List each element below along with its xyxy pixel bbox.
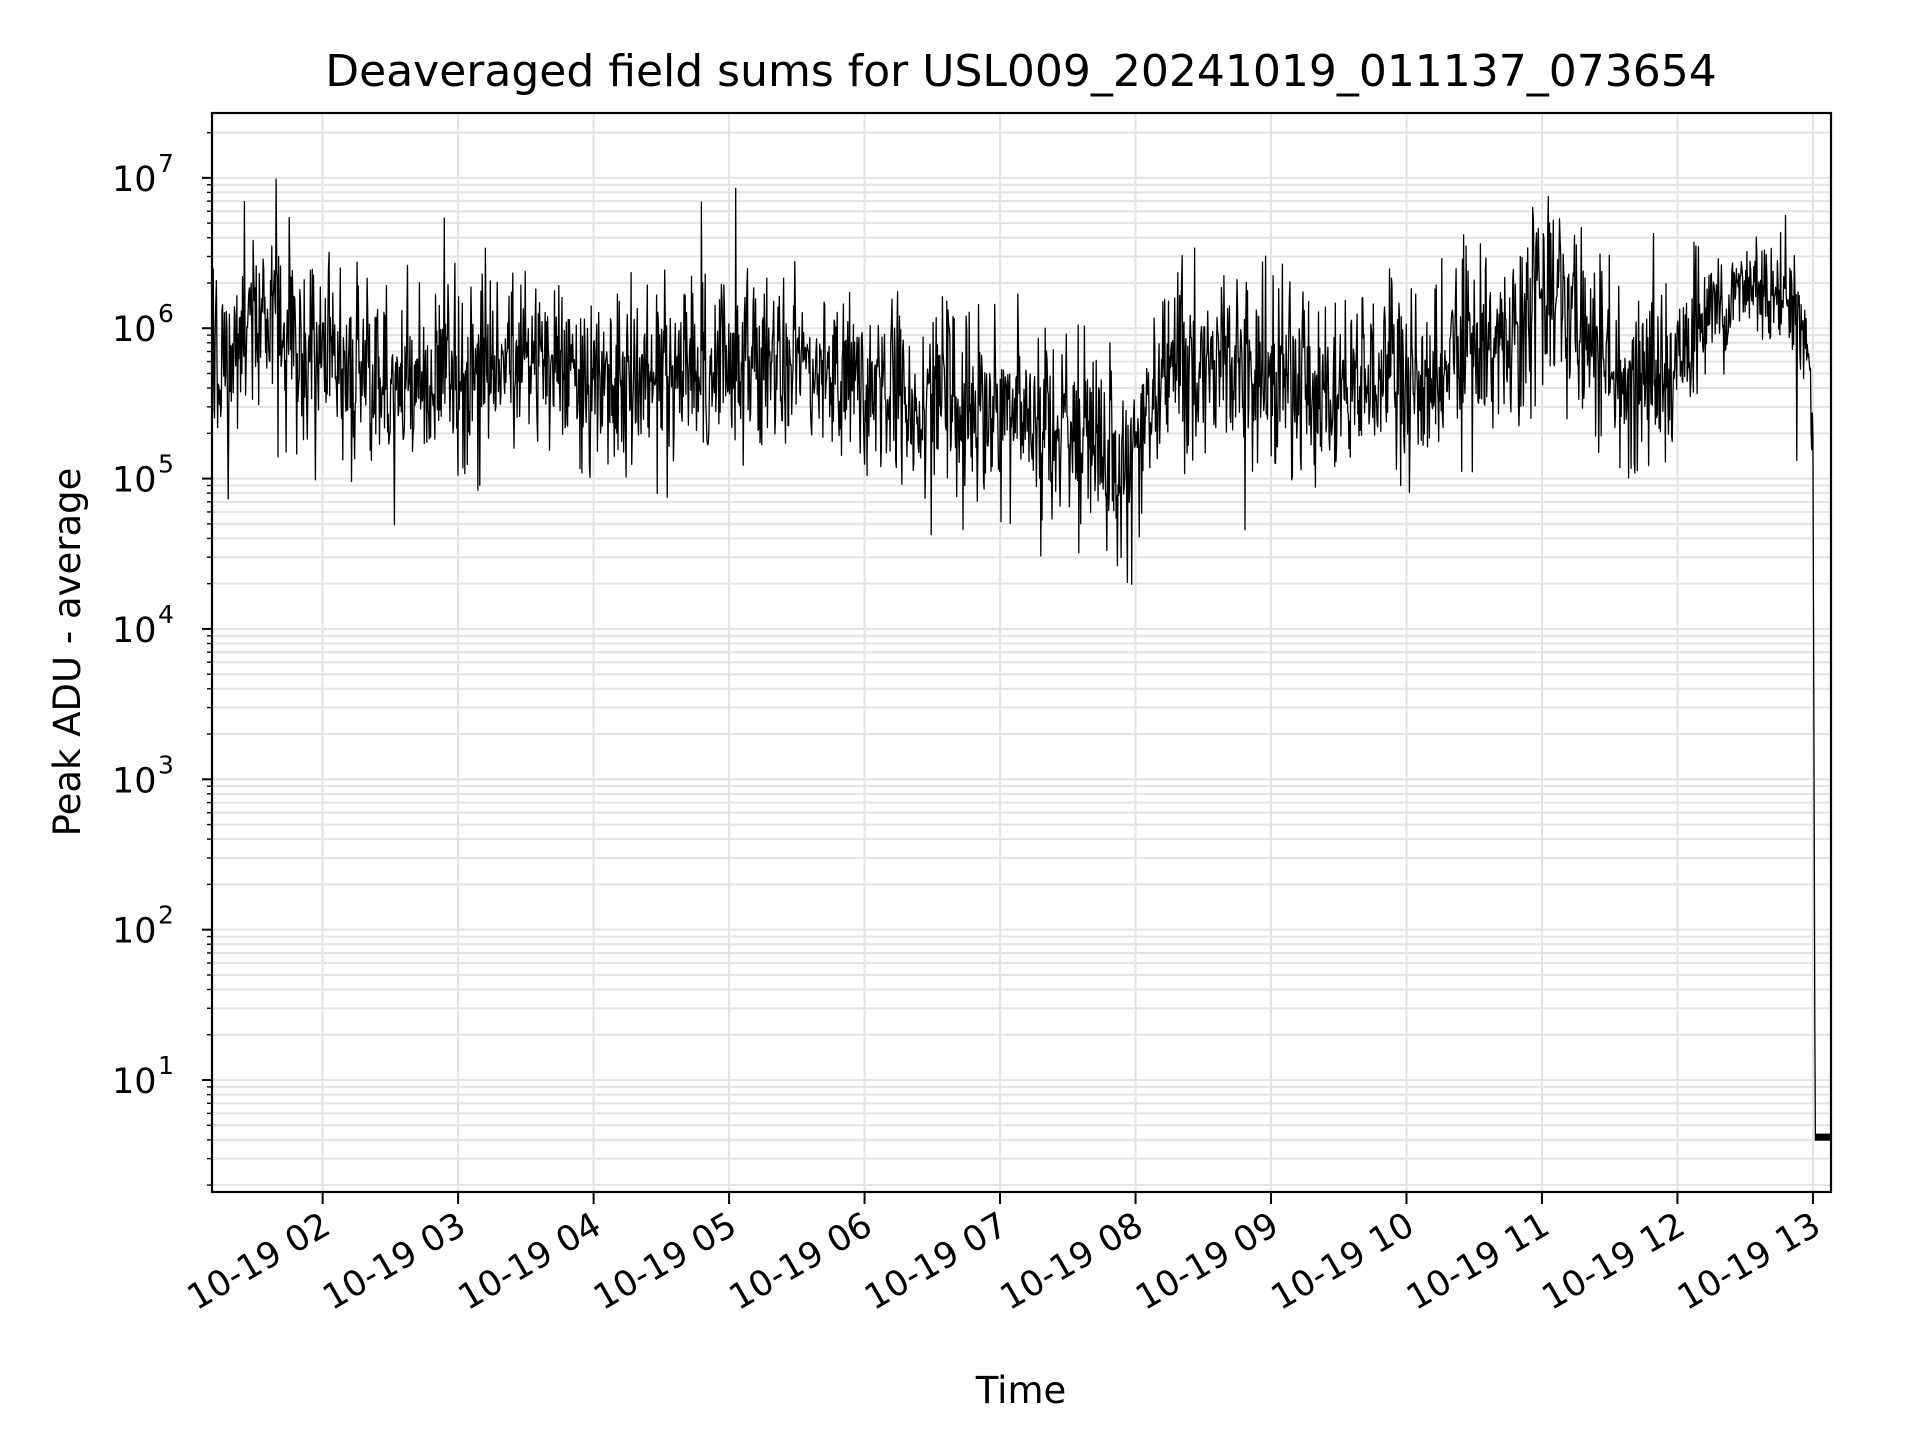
- y-tick-base: 10: [112, 611, 157, 651]
- y-tick-exponent: 4: [158, 600, 174, 629]
- y-tick-label: 10 4: [112, 600, 174, 651]
- y-axis-label: Peak ADU - average: [46, 468, 89, 837]
- y-tick-exponent: 2: [158, 901, 174, 930]
- y-tick-exponent: 7: [158, 149, 174, 178]
- chart-title: Deaveraged field sums for USL009_2024101…: [325, 46, 1717, 97]
- grid: [212, 113, 1831, 1192]
- y-tick-label: 10 3: [112, 750, 174, 801]
- y-tick-base: 10: [112, 310, 157, 350]
- y-tick-base: 10: [112, 160, 157, 200]
- series-layer: [211, 178, 1832, 1141]
- y-tick-exponent: 3: [158, 750, 174, 779]
- y-tick-label: 10 7: [112, 149, 174, 200]
- y-tick-base: 10: [112, 1062, 157, 1102]
- y-tick-label: 10 2: [112, 901, 174, 952]
- y-tick-label: 10 6: [112, 299, 174, 350]
- y-tick-exponent: 5: [158, 450, 174, 479]
- y-tick-exponent: 6: [158, 299, 174, 328]
- y-tick-base: 10: [112, 912, 157, 952]
- y-tick-label: 10 1: [112, 1051, 174, 1102]
- y-tick-exponent: 1: [158, 1051, 174, 1080]
- series-line: [211, 178, 1832, 1141]
- y-tick-base: 10: [112, 461, 157, 501]
- y-tick-base: 10: [112, 761, 157, 801]
- x-axis-label: Time: [975, 1369, 1067, 1412]
- y-tick-label: 10 5: [112, 450, 174, 501]
